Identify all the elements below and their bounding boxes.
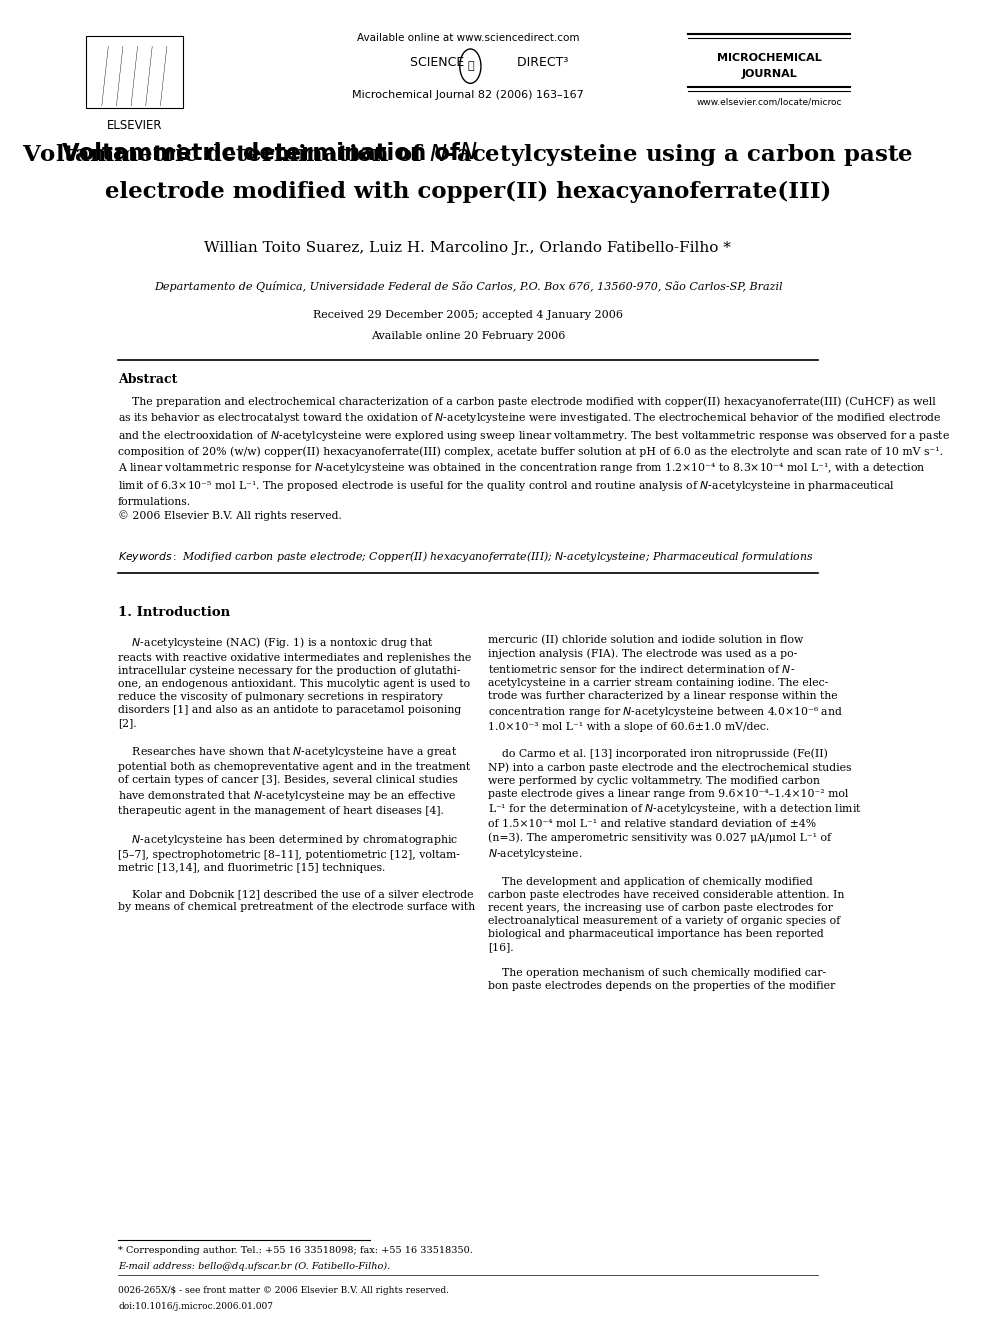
Text: The preparation and electrochemical characterization of a carbon paste electrode: The preparation and electrochemical char… bbox=[118, 397, 950, 521]
Text: Departamento de Química, Universidade Federal de São Carlos, P.O. Box 676, 13560: Departamento de Química, Universidade Fe… bbox=[154, 280, 782, 291]
Text: ⓓ: ⓓ bbox=[467, 61, 474, 71]
Text: Available online 20 February 2006: Available online 20 February 2006 bbox=[371, 331, 565, 341]
Text: MICROCHEMICAL: MICROCHEMICAL bbox=[716, 53, 821, 64]
Bar bbox=[85, 36, 184, 108]
Text: mercuric (II) chloride solution and iodide solution in flow
injection analysis (: mercuric (II) chloride solution and iodi… bbox=[488, 635, 862, 991]
Text: DIRECT³: DIRECT³ bbox=[513, 56, 568, 69]
Text: electrode modified with copper(II) hexacyanoferrate(III): electrode modified with copper(II) hexac… bbox=[105, 181, 831, 204]
Text: Abstract: Abstract bbox=[118, 373, 178, 386]
Text: SCIENCE: SCIENCE bbox=[410, 56, 468, 69]
Text: Voltammetric determination of $\mathit{N}$-acetylcysteine using a carbon paste: Voltammetric determination of $\mathit{N… bbox=[23, 142, 914, 168]
Text: doi:10.1016/j.microc.2006.01.007: doi:10.1016/j.microc.2006.01.007 bbox=[118, 1302, 273, 1311]
Text: www.elsevier.com/locate/microc: www.elsevier.com/locate/microc bbox=[696, 98, 842, 107]
Text: Voltammetric determination of: Voltammetric determination of bbox=[62, 142, 468, 164]
Text: $\mathit{Keywords:}$ Modified carbon paste electrode; Copper(II) hexacyanoferrat: $\mathit{Keywords:}$ Modified carbon pas… bbox=[118, 549, 813, 564]
Text: Received 29 December 2005; accepted 4 January 2006: Received 29 December 2005; accepted 4 Ja… bbox=[312, 310, 623, 320]
Text: E-mail address: bello@dq.ufscar.br (O. Fatibello-Filho).: E-mail address: bello@dq.ufscar.br (O. F… bbox=[118, 1262, 390, 1271]
Text: Microchemical Journal 82 (2006) 163–167: Microchemical Journal 82 (2006) 163–167 bbox=[352, 90, 584, 101]
Text: $\mathit{N}$: $\mathit{N}$ bbox=[458, 142, 477, 164]
Text: 1. Introduction: 1. Introduction bbox=[118, 606, 230, 619]
Text: JOURNAL: JOURNAL bbox=[741, 69, 797, 79]
Text: 0026-265X/$ - see front matter © 2006 Elsevier B.V. All rights reserved.: 0026-265X/$ - see front matter © 2006 El… bbox=[118, 1286, 449, 1295]
Text: * Corresponding author. Tel.: +55 16 33518098; fax: +55 16 33518350.: * Corresponding author. Tel.: +55 16 335… bbox=[118, 1246, 473, 1256]
Text: Willian Toito Suarez, Luiz H. Marcolino Jr., Orlando Fatibello-Filho *: Willian Toito Suarez, Luiz H. Marcolino … bbox=[204, 241, 731, 255]
Text: Available online at www.sciencedirect.com: Available online at www.sciencedirect.co… bbox=[357, 33, 579, 44]
Text: ELSEVIER: ELSEVIER bbox=[106, 119, 162, 132]
Text: $\mathit{N}$-acetylcysteine (NAC) (Fig. 1) is a nontoxic drug that
reacts with r: $\mathit{N}$-acetylcysteine (NAC) (Fig. … bbox=[118, 635, 475, 912]
